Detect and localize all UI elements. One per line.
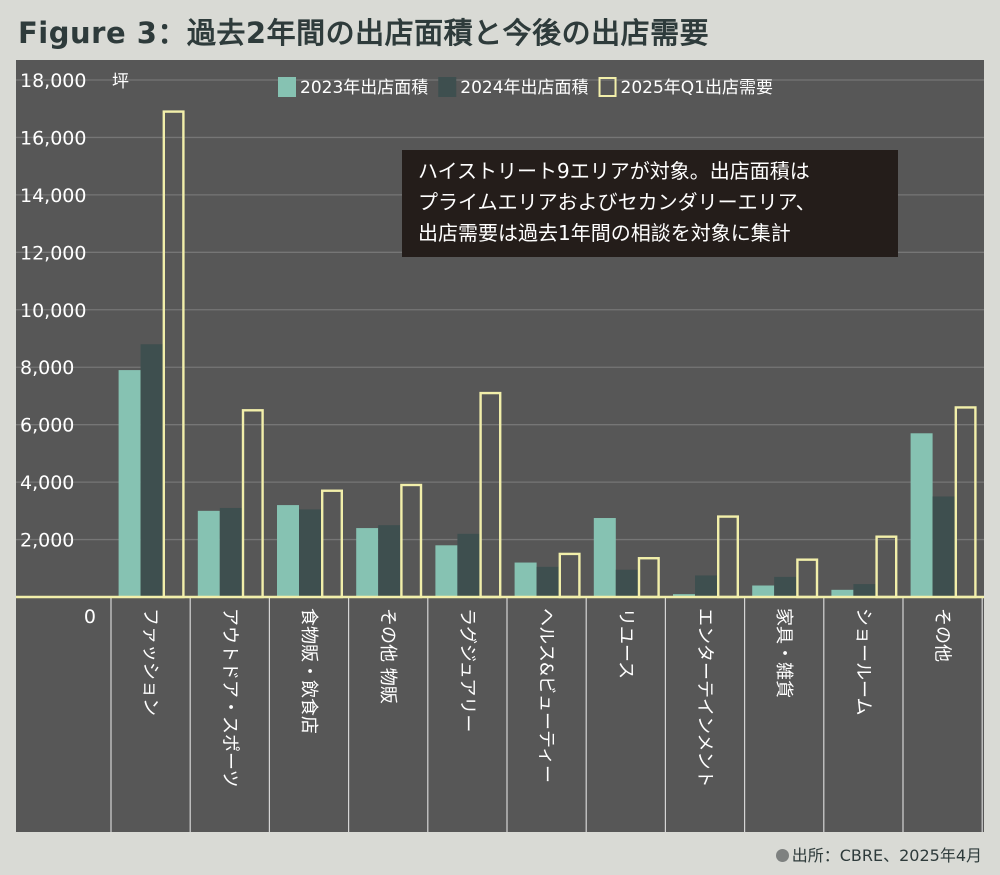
note-box: ハイストリート9エリアが対象。出店面積は プライムエリアおよびセカンダリーエリア… — [402, 150, 898, 257]
note-line: プライムエリアおよびセカンダリーエリア、 — [418, 190, 816, 214]
bar-chart: 0 2,000 4,000 6,000 8,000 10,000 12,000 14,000 1… — [16, 70, 984, 832]
legend-swatch — [278, 77, 296, 97]
y-tick-label: 0 — [84, 606, 96, 628]
category-label: その他 — [932, 608, 953, 662]
y-tick-label: 8,000 — [20, 357, 74, 379]
category-label: アウトドア・スポーツ — [219, 608, 240, 788]
bar-2023-area — [118, 370, 141, 597]
legend-label: 2023年出店面積 — [300, 78, 428, 98]
category-label: エンターテインメント — [694, 608, 715, 787]
bar-2023-area — [673, 594, 695, 597]
bar-2024-area — [378, 525, 401, 597]
y-tick-label: 14,000 — [20, 185, 86, 207]
category-label: 食物販・飲食店 — [298, 608, 319, 734]
category-label: リユース — [615, 608, 636, 679]
bar-2024-area — [536, 566, 559, 597]
bar-2023-area — [910, 433, 933, 597]
bar-2025q1-demand — [875, 535, 898, 599]
chart-panel: 0 2,000 4,000 6,000 8,000 10,000 12,000 14,000 1… — [16, 60, 984, 832]
source-text: 出所：CBRE、2025年4月 — [791, 846, 982, 865]
bar-2024-area — [774, 576, 797, 597]
bar-2023-area — [356, 528, 379, 597]
bar-2024-area — [299, 509, 321, 597]
figure-title: Figure 3：過去2年間の出店面積と今後の出店需要 — [18, 16, 710, 50]
bar-2024-area — [615, 569, 638, 597]
y-tick-label: 18,000 — [20, 70, 86, 92]
y-tick-label: 16,000 — [20, 127, 86, 149]
y-tick-label: 2,000 — [20, 530, 74, 552]
y-tick-label: 4,000 — [20, 472, 74, 494]
legend-swatch — [598, 77, 617, 97]
bullet-icon — [775, 849, 789, 862]
legend-label: 2025年Q1出店需要 — [621, 78, 773, 98]
bar-2023-area — [831, 589, 854, 597]
bar-2024-area — [932, 496, 955, 597]
y-tick-label: 6,000 — [20, 415, 74, 437]
bar-2023-area — [514, 562, 537, 597]
category-label: その他 物販 — [377, 608, 398, 704]
bar-2025q1-demand — [637, 557, 660, 599]
source-note: 出所：CBRE、2025年4月 — [775, 842, 982, 866]
bar-2025q1-demand — [558, 552, 581, 599]
bar-2024-area — [219, 507, 242, 597]
bar-2024-area — [695, 575, 717, 597]
y-tick-label: 12,000 — [20, 242, 86, 264]
bar-2025q1-demand — [162, 110, 185, 599]
y-unit-label: 坪 — [112, 72, 129, 92]
category-label: ショールーム — [852, 608, 873, 715]
bar-2023-area — [752, 585, 775, 597]
bar-2025q1-demand — [241, 409, 264, 599]
category-label: ラグジュアリー — [456, 608, 477, 732]
legend-label: 2024年出店面積 — [460, 78, 588, 98]
note-line: ハイストリート9エリアが対象。出店面積は — [418, 159, 810, 183]
category-label: ヘルス&ビューティー — [536, 608, 557, 783]
bar-2023-area — [435, 545, 458, 597]
y-tick-label: 10,000 — [20, 300, 86, 322]
bar-2023-area — [277, 505, 299, 597]
bar-2025q1-demand — [479, 391, 502, 599]
bar-2025q1-demand — [717, 515, 740, 599]
bar-2025q1-demand — [954, 406, 977, 599]
bar-2025q1-demand — [796, 558, 819, 599]
bar-2024-area — [853, 584, 876, 597]
bar-2024-area — [140, 344, 163, 597]
bar-2025q1-demand — [400, 483, 423, 599]
note-line: 出店需要は過去1年間の相談を対象に集計 — [418, 221, 791, 245]
bar-2024-area — [457, 533, 480, 597]
legend-swatch — [438, 77, 457, 97]
category-label: 家具・雑貨 — [773, 608, 794, 698]
bar-2023-area — [593, 518, 616, 597]
bar-2023-area — [197, 510, 220, 597]
category-label: ファッション — [140, 608, 161, 716]
bar-2025q1-demand — [321, 489, 344, 599]
